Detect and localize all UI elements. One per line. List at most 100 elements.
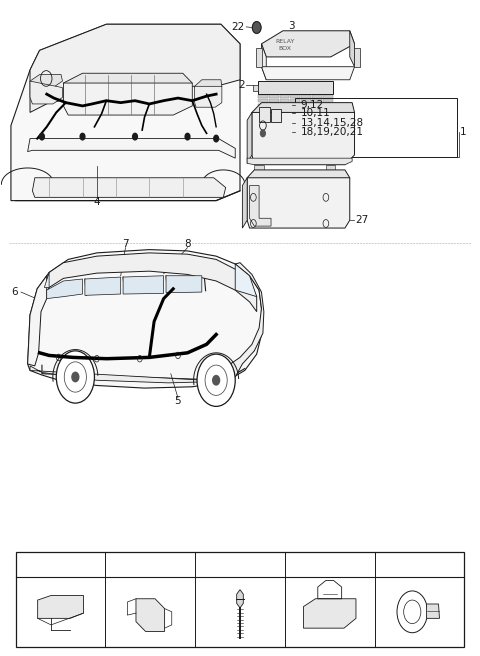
Circle shape [197,354,235,406]
Bar [297,105,306,121]
Text: 5: 5 [175,396,181,406]
Bar [321,105,330,121]
Bar [258,95,268,98]
Bar [308,127,322,153]
Polygon shape [247,158,352,165]
Text: 3: 3 [288,20,294,31]
Text: 16: 16 [54,560,67,569]
Bar [312,104,322,106]
Text: 24: 24 [323,560,336,569]
Polygon shape [28,250,262,388]
Bar [290,99,300,102]
Polygon shape [85,277,120,295]
Bar [258,104,268,106]
Text: 6: 6 [12,287,18,297]
Polygon shape [195,87,222,107]
Circle shape [261,130,265,136]
Polygon shape [195,80,222,93]
Polygon shape [44,272,49,287]
Circle shape [213,375,219,385]
Bar [323,95,333,98]
Bar [269,95,279,98]
Bar [323,104,333,106]
Text: 1: 1 [459,127,466,137]
Text: 8: 8 [184,239,191,249]
Polygon shape [47,279,83,298]
Bar [280,104,289,106]
Polygon shape [350,31,355,67]
Polygon shape [28,276,47,366]
Polygon shape [136,599,165,632]
Polygon shape [30,24,240,112]
Bar [258,99,268,102]
Bar [326,165,336,170]
Polygon shape [252,112,355,165]
Bar [301,99,311,102]
Polygon shape [63,83,192,115]
Bar [262,105,270,121]
Circle shape [39,133,44,140]
Text: 2: 2 [238,80,245,90]
Polygon shape [272,108,281,122]
Polygon shape [427,604,440,619]
Polygon shape [354,49,360,67]
Text: RELAY: RELAY [276,39,295,45]
Polygon shape [253,85,258,91]
Bar [257,154,280,161]
Bar [269,99,279,102]
Bar [274,127,287,153]
Polygon shape [30,366,228,383]
Polygon shape [252,102,355,122]
Bar [312,99,322,102]
Bar [274,105,282,121]
Bar [290,104,300,106]
Polygon shape [30,75,62,88]
Bar [295,98,457,157]
Polygon shape [33,178,226,197]
Polygon shape [28,138,235,158]
Bar [280,99,289,102]
Text: 22: 22 [231,22,245,32]
Polygon shape [237,590,243,608]
Bar [323,99,333,102]
Polygon shape [123,276,164,294]
Text: 4: 4 [94,197,100,207]
Text: 9,12: 9,12 [300,100,324,110]
Bar [290,95,300,98]
Text: 27: 27 [356,215,369,225]
Text: BOX: BOX [279,46,292,51]
Bar [245,300,261,318]
Polygon shape [44,253,257,312]
Polygon shape [226,262,264,382]
Bar [333,105,342,121]
Polygon shape [262,31,355,57]
Bar [301,104,311,106]
Bar [269,104,279,106]
Circle shape [185,133,190,140]
Circle shape [72,373,79,382]
Polygon shape [30,81,62,104]
Polygon shape [259,107,270,122]
Circle shape [214,135,218,142]
Polygon shape [242,178,247,228]
Bar [301,95,311,98]
Polygon shape [247,112,252,163]
Polygon shape [166,276,202,293]
Bar [312,95,322,98]
Bar [280,95,289,98]
Circle shape [56,351,95,403]
Polygon shape [250,186,271,226]
Text: 10,11: 10,11 [300,108,330,118]
Polygon shape [247,178,350,228]
Bar [314,154,337,161]
Circle shape [252,22,261,33]
Circle shape [132,133,137,140]
Polygon shape [63,73,192,93]
Polygon shape [37,596,84,619]
Polygon shape [256,49,263,67]
Bar [30,336,38,361]
Text: 26: 26 [413,560,426,569]
Text: 17: 17 [144,560,157,569]
Bar [325,127,339,153]
Polygon shape [262,44,266,80]
